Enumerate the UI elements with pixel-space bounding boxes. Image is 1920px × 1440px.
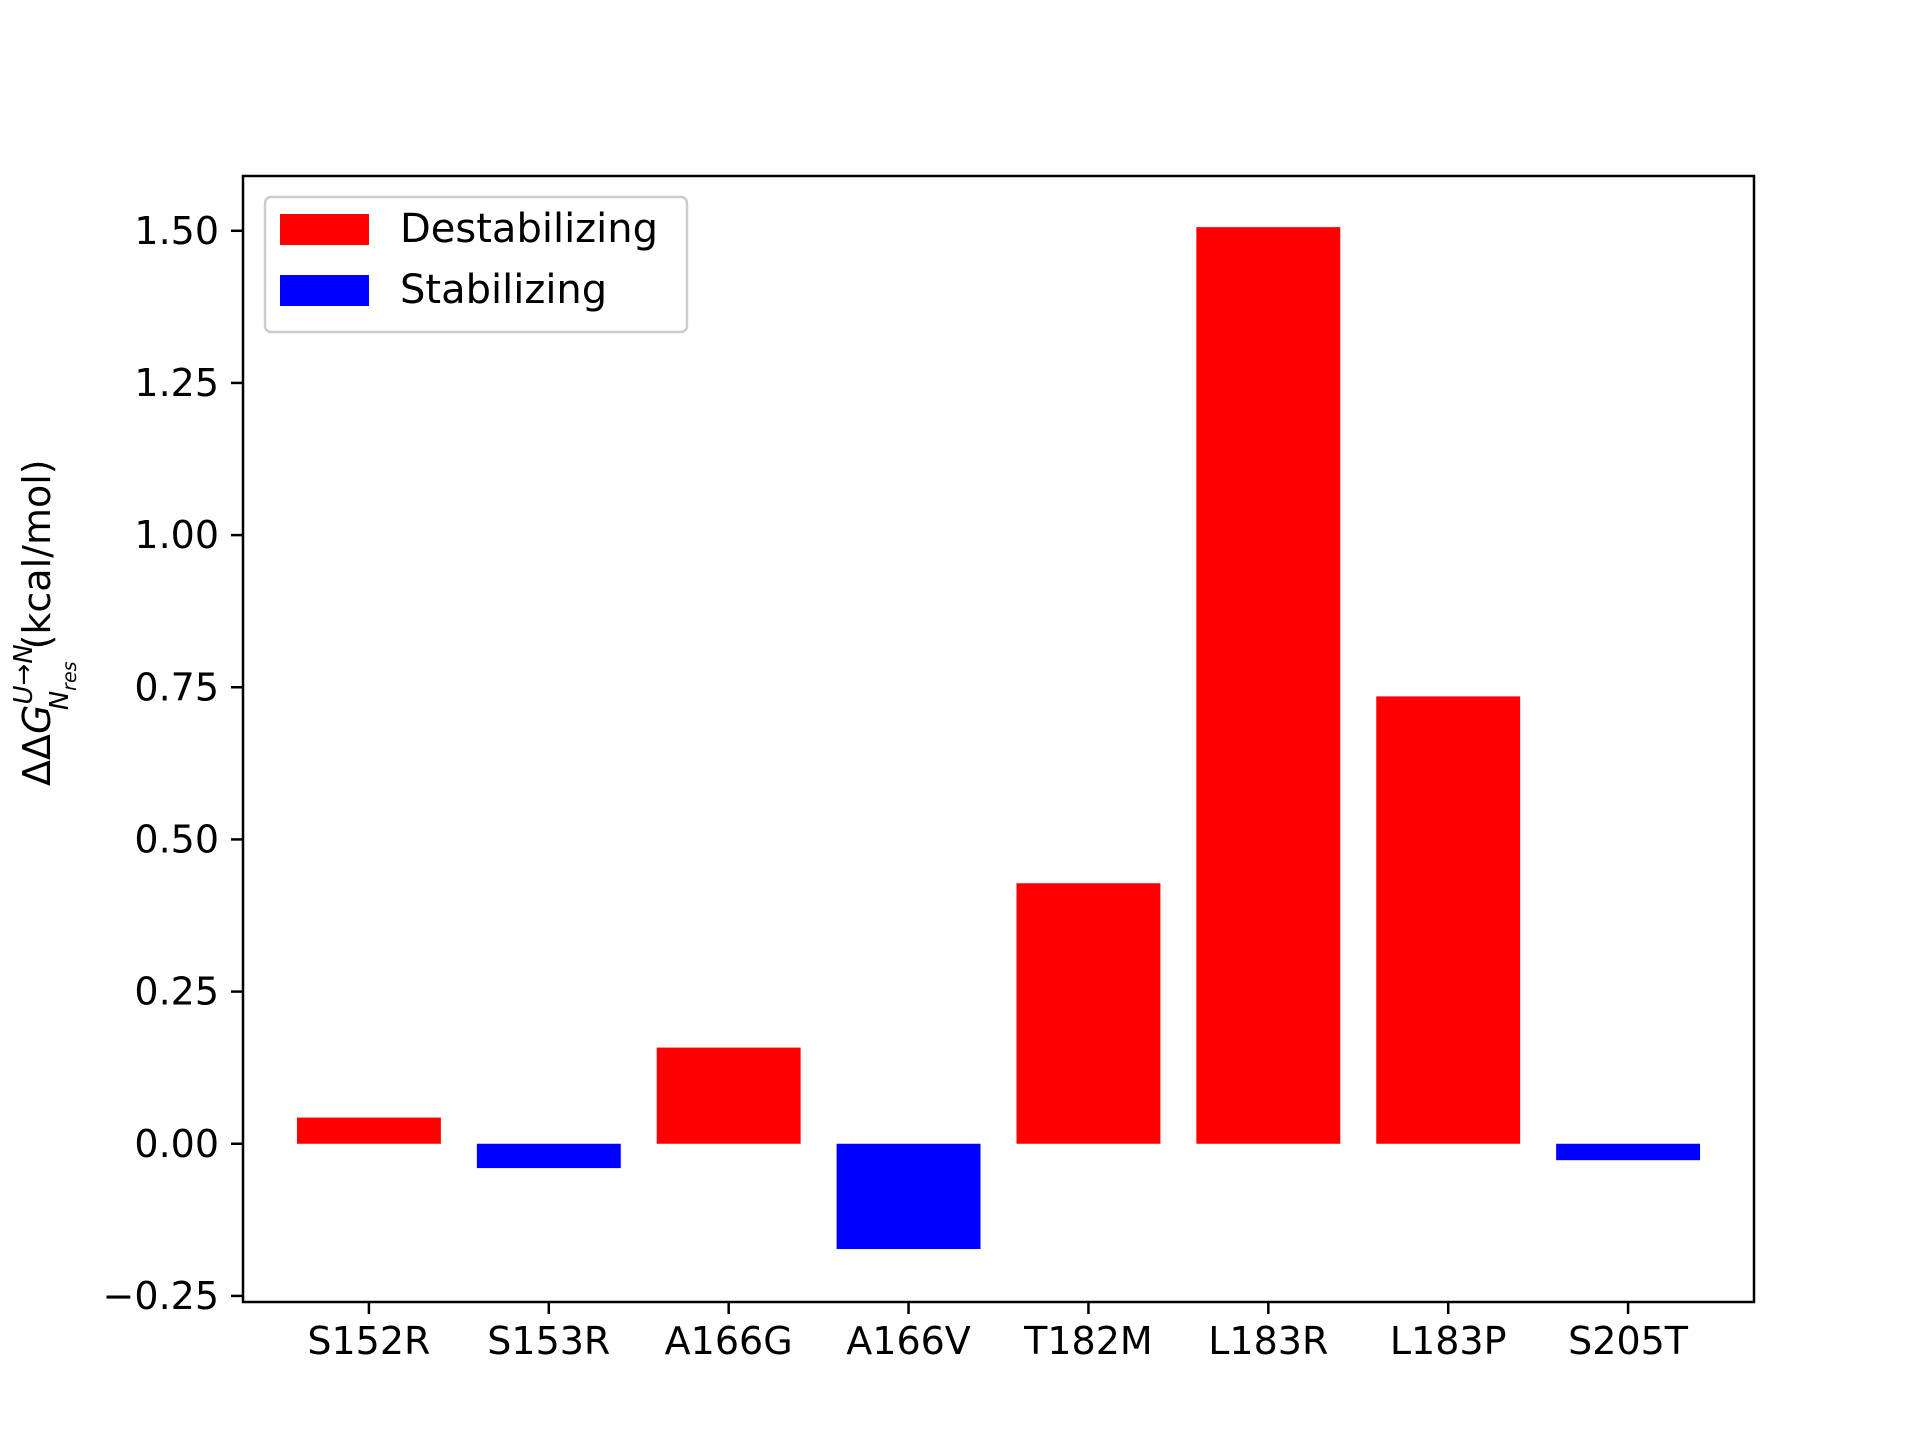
plot-frame <box>241 174 1756 1304</box>
x-tick-label: S205T <box>1568 1319 1689 1363</box>
x-tick-label: S152R <box>307 1319 430 1363</box>
y-axis-label: ΔΔGU→N Nres(kcal/mol) <box>9 459 81 786</box>
y-tick-label: 1.50 <box>134 209 219 253</box>
x-axis-ticks: S152R S153R A166G A166V T182M L183R L183P S205T <box>307 1302 1689 1363</box>
bar-s205t <box>1556 1143 1701 1161</box>
y-label-subscript: N <box>45 691 75 710</box>
bar-a166v <box>836 1143 981 1250</box>
bars-group <box>296 227 1701 1250</box>
legend-label-stabilizing: Stabilizing <box>400 267 607 313</box>
x-tick-label: L183P <box>1390 1319 1507 1363</box>
bar-a166g <box>656 1047 801 1144</box>
x-tick-label: A166G <box>665 1319 793 1363</box>
y-tick-label: 1.25 <box>134 361 219 405</box>
legend-label-destabilizing: Destabilizing <box>400 206 658 252</box>
y-tick-label: −0.25 <box>103 1274 219 1318</box>
bar-s152r <box>296 1117 441 1144</box>
y-label-prefix: ΔΔ <box>15 734 59 786</box>
bar-l183p <box>1376 696 1521 1144</box>
legend-box <box>263 195 689 334</box>
y-tick-label: 0.00 <box>134 1122 219 1166</box>
legend-swatch-stabilizing <box>280 275 369 306</box>
y-tick-label: 0.75 <box>134 665 219 709</box>
legend: Destabilizing Stabilizing <box>263 195 689 334</box>
y-tick-label: 0.50 <box>134 817 219 861</box>
bar-s153r <box>476 1143 621 1169</box>
y-tick-label: 0.25 <box>134 970 219 1014</box>
bar-l183r <box>1196 227 1341 1144</box>
y-label-units: (kcal/mol) <box>15 459 59 649</box>
legend-swatch-destabilizing <box>280 214 369 245</box>
bar-t182m <box>1016 883 1161 1144</box>
x-tick-label: T182M <box>1023 1319 1153 1363</box>
y-label-symbol: G <box>15 705 59 734</box>
y-axis-ticks: −0.25 0.00 0.25 0.50 0.75 1.00 1.25 1.50 <box>103 209 243 1318</box>
y-tick-label: 1.00 <box>134 513 219 557</box>
y-label-superscript: U→N <box>9 644 39 704</box>
x-tick-label: L183R <box>1208 1319 1328 1363</box>
x-tick-label: S153R <box>487 1319 610 1363</box>
x-tick-label: A166V <box>846 1319 971 1363</box>
y-label-subscript-sub: res <box>59 661 81 691</box>
